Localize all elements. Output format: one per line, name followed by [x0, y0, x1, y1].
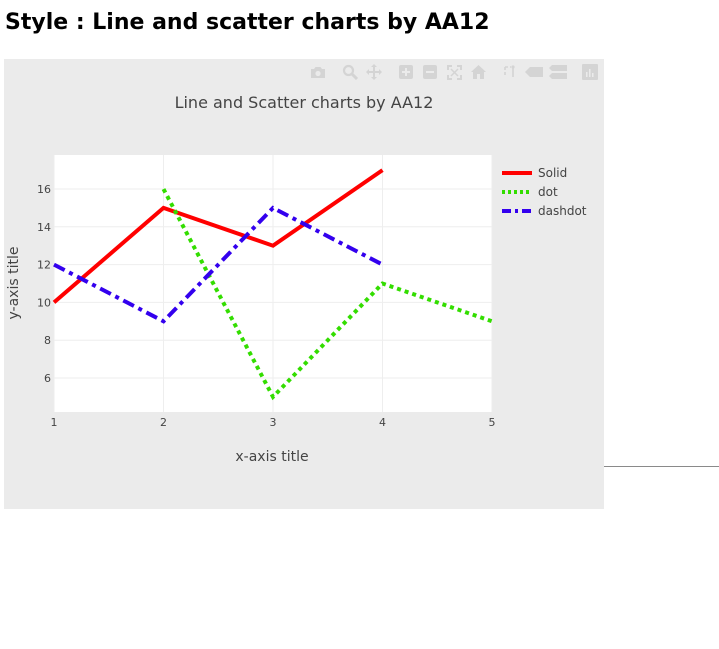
zoom-out-icon[interactable] — [420, 63, 440, 81]
spike-lines-icon[interactable] — [500, 63, 520, 81]
y-tick-label: 14 — [37, 221, 51, 234]
page-heading: Style : Line and scatter charts by AA12 — [5, 10, 490, 35]
plotly-logo-icon[interactable] — [580, 63, 600, 81]
x-tick-label: 3 — [270, 416, 277, 429]
hover-compare-icon[interactable] — [548, 63, 568, 81]
series-layer — [52, 168, 493, 401]
pan-icon[interactable] — [364, 63, 384, 81]
x-tick-label: 1 — [51, 416, 58, 429]
series-line-dashdot — [53, 205, 384, 324]
y-tick-label: 16 — [37, 183, 51, 196]
zoom-icon[interactable] — [340, 63, 360, 81]
zoom-in-icon[interactable] — [396, 63, 416, 81]
chart-svg: Line and Scatter charts by AA12 1 2 3 4 5681… — [6, 93, 587, 465]
x-tick-label: 4 — [379, 416, 386, 429]
divider-line — [604, 466, 719, 467]
legend-label-dashdot: dashdot — [538, 204, 587, 218]
modebar — [308, 63, 604, 81]
legend-label-dot: dot — [538, 185, 558, 199]
camera-icon[interactable] — [308, 63, 328, 81]
y-tick-label: 6 — [44, 372, 51, 385]
series-line-dot — [161, 188, 493, 401]
y-axis-title: y-axis title — [6, 247, 22, 320]
series-line-solid — [52, 168, 384, 304]
y-tick-label: 12 — [37, 259, 51, 272]
autoscale-icon[interactable] — [444, 63, 464, 81]
legend-label-solid: Solid — [538, 166, 567, 180]
x-tick-label: 2 — [160, 416, 167, 429]
x-tick-label: 5 — [489, 416, 496, 429]
home-icon[interactable] — [468, 63, 488, 81]
x-axis-title: x-axis title — [235, 449, 308, 465]
y-tick-label: 8 — [44, 334, 51, 347]
chart-title: Line and Scatter charts by AA12 — [175, 93, 434, 112]
y-tick-label: 10 — [37, 296, 51, 309]
hover-closest-icon[interactable] — [524, 63, 544, 81]
legend[interactable]: Solid dot dashdot — [502, 166, 587, 218]
